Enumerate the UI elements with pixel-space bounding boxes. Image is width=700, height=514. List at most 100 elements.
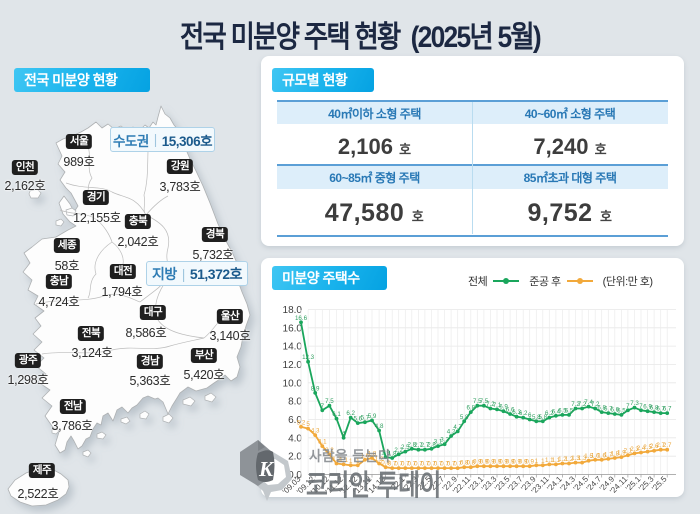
svg-text:8.9: 8.9: [311, 385, 320, 392]
svg-text:6.2: 6.2: [346, 410, 355, 417]
svg-text:7.4: 7.4: [584, 399, 593, 406]
svg-text:7.2: 7.2: [486, 401, 495, 408]
svg-text:7.2: 7.2: [571, 401, 580, 408]
svg-text:0.7: 0.7: [394, 461, 403, 468]
svg-text:5.8: 5.8: [460, 414, 469, 421]
svg-text:1: 1: [541, 458, 545, 465]
svg-text:0.9: 0.9: [486, 459, 495, 466]
svg-text:0.8: 0.8: [460, 460, 469, 467]
svg-text:0.7: 0.7: [440, 461, 449, 468]
svg-text:0.7: 0.7: [453, 461, 462, 468]
svg-text:4: 4: [342, 430, 346, 437]
svg-text:2.2: 2.2: [394, 447, 403, 454]
svg-text:0.7: 0.7: [388, 461, 397, 468]
svg-text:1.3: 1.3: [571, 455, 580, 462]
svg-text:0.7: 0.7: [414, 461, 423, 468]
svg-text:2.4: 2.4: [637, 445, 646, 452]
svg-text:7.2: 7.2: [591, 401, 600, 408]
svg-text:5.6: 5.6: [353, 416, 362, 423]
svg-text:2.7: 2.7: [421, 442, 430, 449]
svg-text:2.5: 2.5: [401, 444, 410, 451]
svg-text:1.3: 1.3: [578, 455, 587, 462]
svg-text:7: 7: [639, 403, 643, 410]
svg-text:2.5: 2.5: [643, 444, 652, 451]
svg-text:0.7: 0.7: [427, 461, 436, 468]
svg-text:1.8: 1.8: [388, 451, 397, 458]
svg-text:2.1: 2.1: [624, 448, 633, 455]
svg-text:4.8: 4.8: [375, 423, 384, 430]
svg-text:6.7: 6.7: [663, 406, 672, 413]
svg-text:0.0: 0.0: [288, 470, 302, 481]
svg-text:7: 7: [321, 403, 325, 410]
svg-text:4.2: 4.2: [447, 429, 456, 436]
svg-text:4.7: 4.7: [453, 424, 462, 431]
svg-text:3.1: 3.1: [434, 439, 443, 446]
svg-text:0.9: 0.9: [519, 459, 528, 466]
svg-text:3.1: 3.1: [318, 439, 327, 446]
svg-text:6.0: 6.0: [288, 415, 302, 426]
svg-text:1: 1: [349, 458, 353, 465]
svg-text:0.7: 0.7: [421, 461, 430, 468]
svg-text:0.8: 0.8: [381, 460, 390, 467]
svg-text:0.9: 0.9: [525, 459, 534, 466]
svg-text:10.0: 10.0: [283, 378, 303, 389]
svg-text:2.2: 2.2: [325, 447, 334, 454]
svg-text:6.4: 6.4: [552, 408, 561, 415]
svg-text:7.2: 7.2: [578, 401, 587, 408]
svg-text:4.3: 4.3: [311, 428, 320, 435]
svg-text:0.9: 0.9: [473, 459, 482, 466]
svg-text:2.6: 2.6: [650, 443, 659, 450]
svg-text:1.1: 1.1: [339, 457, 348, 464]
svg-text:6.6: 6.6: [610, 407, 619, 414]
svg-text:1.9: 1.9: [381, 450, 390, 457]
svg-text:16.0: 16.0: [283, 323, 303, 334]
svg-text:6.2: 6.2: [519, 410, 528, 417]
svg-text:5.8: 5.8: [532, 414, 541, 421]
svg-text:6.1: 6.1: [332, 411, 341, 418]
svg-text:0.9: 0.9: [499, 459, 508, 466]
svg-text:0.9: 0.9: [493, 459, 502, 466]
svg-text:12.3: 12.3: [302, 354, 315, 361]
svg-text:5.7: 5.7: [361, 415, 370, 422]
svg-text:1.8: 1.8: [368, 451, 377, 458]
svg-text:16.6: 16.6: [295, 315, 308, 322]
svg-text:2.7: 2.7: [414, 442, 423, 449]
svg-text:'25.5: '25.5: [650, 474, 669, 493]
svg-text:0.7: 0.7: [434, 461, 443, 468]
svg-text:0.9: 0.9: [512, 459, 521, 466]
svg-text:1.2: 1.2: [565, 456, 574, 463]
svg-text:7.5: 7.5: [325, 398, 334, 405]
svg-text:6.9: 6.9: [499, 404, 508, 411]
svg-text:1: 1: [535, 458, 539, 465]
svg-text:4.0: 4.0: [288, 433, 302, 444]
svg-text:6.2: 6.2: [545, 410, 554, 417]
svg-text:2.7: 2.7: [663, 442, 672, 449]
svg-text:6.5: 6.5: [558, 407, 567, 414]
svg-text:8.0: 8.0: [288, 397, 302, 408]
svg-text:1.2: 1.2: [332, 456, 341, 463]
svg-text:7: 7: [626, 403, 630, 410]
svg-text:1: 1: [356, 458, 360, 465]
svg-text:2.0: 2.0: [288, 452, 302, 463]
svg-text:0.7: 0.7: [447, 461, 456, 468]
svg-text:3.3: 3.3: [440, 437, 449, 444]
svg-text:5.8: 5.8: [538, 414, 547, 421]
svg-text:6: 6: [528, 412, 532, 419]
svg-text:0.7: 0.7: [401, 461, 410, 468]
svg-text:7.3: 7.3: [630, 400, 639, 407]
svg-text:0.9: 0.9: [506, 459, 515, 466]
svg-text:6.6: 6.6: [506, 407, 515, 414]
svg-text:6.5: 6.5: [617, 407, 626, 414]
svg-text:18.0: 18.0: [283, 305, 303, 316]
svg-text:1.7: 1.7: [604, 451, 613, 458]
svg-text:14.0: 14.0: [283, 342, 303, 353]
svg-text:1.2: 1.2: [558, 456, 567, 463]
svg-text:12.0: 12.0: [283, 360, 303, 371]
svg-text:2.8: 2.8: [407, 441, 416, 448]
svg-text:1.1: 1.1: [552, 457, 561, 464]
svg-text:2.3: 2.3: [630, 446, 639, 453]
svg-text:0.8: 0.8: [466, 460, 475, 467]
svg-text:5: 5: [306, 421, 310, 428]
svg-text:K: K: [258, 457, 275, 481]
svg-text:1.6: 1.6: [361, 452, 370, 459]
